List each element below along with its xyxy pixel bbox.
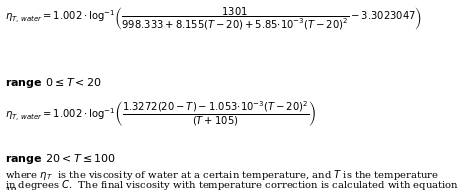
Text: 18.: 18. [5, 187, 21, 190]
Text: $\eta_{T,\,water} = 1.002 \cdot \log^{-1}\!\left(\dfrac{1301}{998.333+8.155(T-20: $\eta_{T,\,water} = 1.002 \cdot \log^{-1… [5, 6, 422, 32]
Text: range $20 < T \leq 100$: range $20 < T \leq 100$ [5, 152, 116, 166]
Text: range $0 \leq T < 20$: range $0 \leq T < 20$ [5, 76, 101, 90]
Text: where $\eta_T$  is the viscosity of water at a certain temperature, and $T$ is t: where $\eta_T$ is the viscosity of water… [5, 168, 439, 182]
Text: $\eta_{T,\,water} = 1.002 \cdot \log^{-1}\!\left(\dfrac{1.3272(20-T)-1.053{\cdot: $\eta_{T,\,water} = 1.002 \cdot \log^{-1… [5, 99, 316, 128]
Text: in degrees $C$.  The final viscosity with temperature correction is calculated w: in degrees $C$. The final viscosity with… [5, 178, 459, 190]
